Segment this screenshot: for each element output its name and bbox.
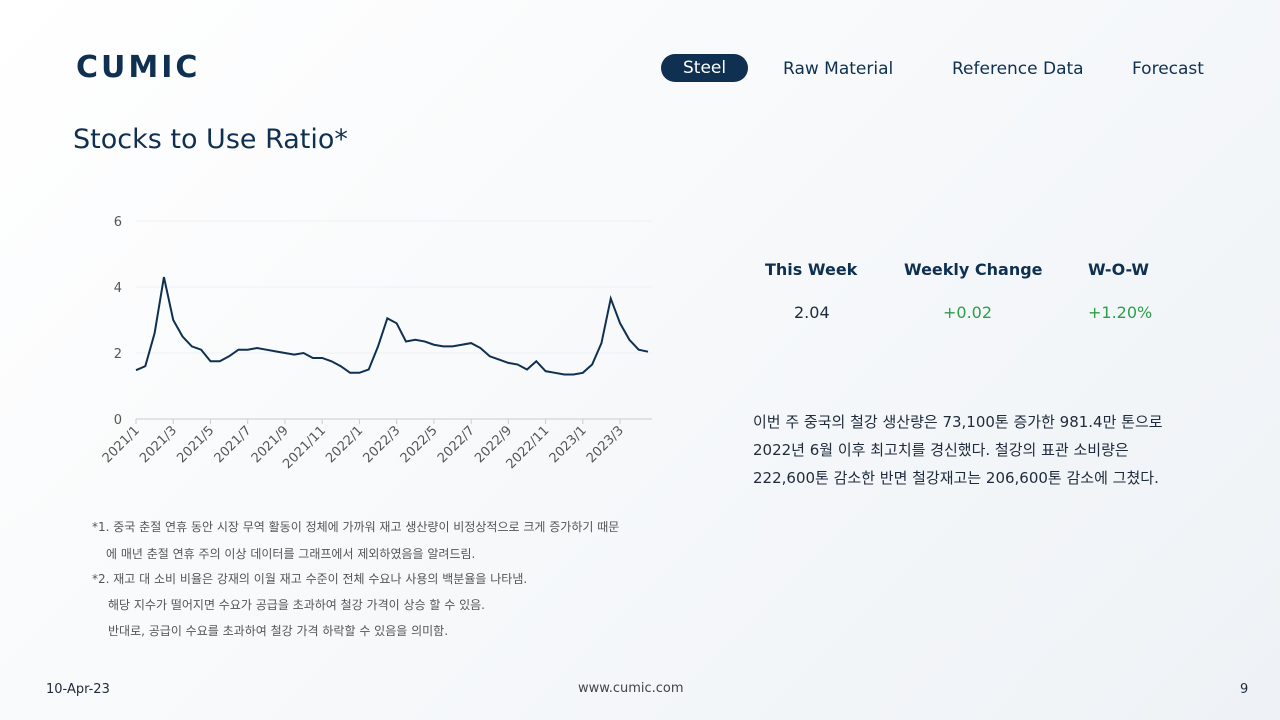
footer-url: www.cumic.com [578, 681, 684, 696]
description: 이번 주 중국의 철강 생산량은 73,100톤 증가한 981.4만 톤으로 … [753, 408, 1163, 492]
note: 에 매년 춘절 연휴 주의 이상 데이터를 그래프에서 제외하였음을 알려드림. [106, 547, 476, 561]
line-series [135, 276, 649, 376]
note: *1. 중국 춘절 연휴 동안 시장 무역 활동이 정체에 가까워 재고 생산량… [92, 520, 620, 534]
nav-item[interactable]: Forecast [1132, 59, 1204, 79]
note: *2. 재고 대 소비 비율은 강재의 이월 재고 수준이 전체 수요나 사용의… [92, 572, 528, 586]
y-tick-label: 2 [114, 347, 122, 362]
x-tick-label: 2022/3 [361, 423, 404, 466]
y-tick-label: 4 [114, 281, 122, 296]
note: 해당 지수가 떨어지면 수요가 공급을 초과하여 철강 가격이 상승 할 수 있… [108, 598, 485, 612]
stat-header: W-O-W [1088, 260, 1150, 279]
x-tick-label: 2022/5 [398, 423, 441, 466]
x-tick-label: 2021/7 [212, 423, 255, 466]
page-number: 9 [1240, 682, 1249, 697]
x-tick-label: 2023/1 [547, 423, 590, 466]
stat-value: +0.02 [943, 303, 993, 322]
logo: CUMIC [76, 50, 201, 85]
x-tick-label: 2023/3 [584, 423, 627, 466]
x-tick-label: 2021/1 [100, 423, 143, 466]
y-tick-label: 0 [114, 413, 122, 428]
x-tick-label: 2021/5 [174, 423, 217, 466]
x-tick-label: 2021/3 [137, 423, 180, 466]
description-line: 222,600톤 감소한 반면 철강재고는 206,600톤 감소에 그쳤다. [753, 469, 1159, 487]
x-tick-label: 2022/7 [435, 423, 478, 466]
note: 반대로, 공급이 수요를 초과하여 철강 가격 하락할 수 있음을 의미함. [108, 624, 449, 638]
nav-item[interactable]: Raw Material [783, 59, 894, 79]
stat-header: Weekly Change [904, 260, 1043, 279]
footer-date: 10-Apr-23 [46, 682, 110, 697]
stat-header: This Week [765, 260, 858, 279]
chart: 02462021/12021/32021/52021/72021/92021/1… [100, 215, 652, 472]
stat-value: 2.04 [794, 303, 830, 322]
stat-value: +1.20% [1088, 303, 1153, 322]
x-tick-label: 2022/1 [323, 423, 366, 466]
nav-item[interactable]: Steel [661, 54, 749, 82]
page-title: Stocks to Use Ratio* [73, 124, 348, 155]
description-line: 이번 주 중국의 철강 생산량은 73,100톤 증가한 981.4만 톤으로 [753, 413, 1163, 431]
y-tick-label: 6 [114, 215, 122, 230]
description-line: 2022년 6월 이후 최고치를 경신했다. 철강의 표관 소비량은 [753, 441, 1129, 459]
nav-item[interactable]: Reference Data [952, 59, 1084, 79]
